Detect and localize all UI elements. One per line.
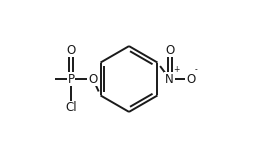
Text: O: O: [165, 43, 174, 57]
Text: O: O: [66, 43, 76, 57]
Text: Cl: Cl: [65, 101, 77, 115]
Text: N: N: [165, 73, 174, 85]
Text: O: O: [88, 73, 98, 85]
Text: O: O: [186, 73, 196, 85]
Text: P: P: [68, 73, 75, 85]
Text: +: +: [173, 65, 180, 74]
Text: -: -: [194, 65, 197, 74]
